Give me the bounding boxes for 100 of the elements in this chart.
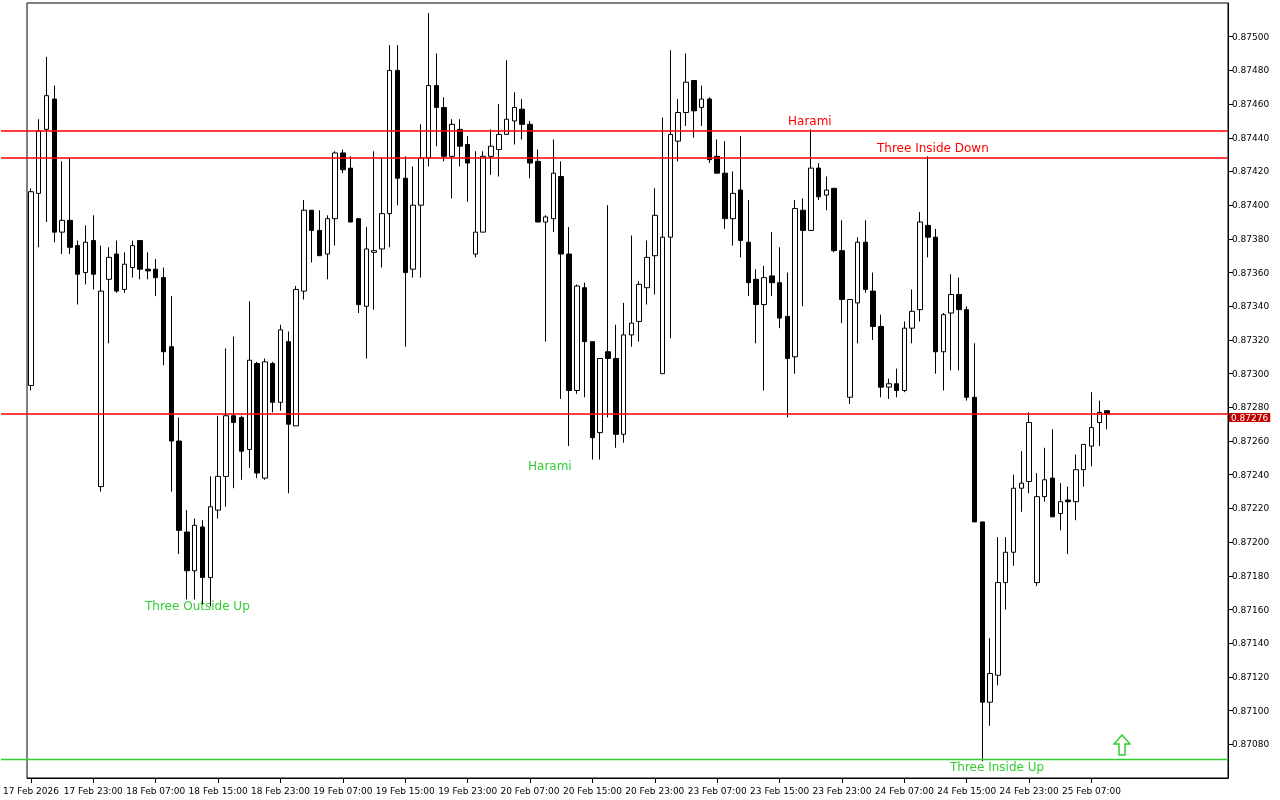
candlestick (418, 123, 424, 279)
candlestick (629, 235, 634, 348)
candlestick (348, 155, 353, 223)
candlestick (917, 211, 923, 322)
candlestick (410, 165, 416, 279)
candlestick (371, 150, 377, 311)
candlestick (239, 415, 244, 481)
y-tick-label: 0.87500 (1232, 31, 1270, 42)
y-tick-label: 0.87160 (1232, 604, 1270, 615)
x-tick-label: 25 Feb 07:00 (1062, 785, 1122, 796)
candlestick (98, 245, 104, 493)
candlestick (247, 300, 252, 469)
candlestick (605, 204, 611, 418)
candlestick (886, 378, 892, 400)
candlestick (153, 258, 158, 297)
candlestick (192, 518, 197, 600)
y-tick-label: 0.87080 (1232, 739, 1270, 750)
candlestick (325, 214, 330, 280)
candlestick (106, 246, 112, 344)
candlestick (1011, 474, 1016, 567)
candlestick (535, 149, 541, 223)
y-tick-label: 0.87300 (1232, 368, 1270, 379)
x-tick-label: 18 Feb 23:00 (250, 785, 311, 796)
candlestick (668, 49, 673, 339)
x-tick-label: 23 Feb 15:00 (750, 785, 810, 796)
candlestick (683, 53, 689, 127)
x-tick-label: 19 Feb 23:00 (438, 785, 498, 796)
candlestick (746, 199, 751, 297)
candlestick (169, 295, 174, 493)
candlestick (254, 361, 260, 479)
candlestick (722, 140, 728, 230)
candlestick (527, 120, 533, 179)
candlestick (566, 226, 572, 447)
candlestick (473, 150, 478, 258)
y-tick-label: 0.87180 (1232, 570, 1270, 581)
x-tick-label: 20 Feb 23:00 (625, 785, 685, 796)
candlestick (332, 150, 338, 247)
candlestick (597, 357, 603, 461)
y-tick-label: 0.87360 (1232, 267, 1270, 278)
candlestick (441, 96, 447, 162)
y-tick-label: 0.87240 (1232, 469, 1270, 480)
candlestick (317, 209, 322, 257)
candlestick (941, 312, 946, 391)
candlestick (613, 324, 619, 449)
y-tick-label: 0.87280 (1232, 402, 1270, 413)
candlestick (909, 288, 915, 344)
candlestick (496, 103, 502, 178)
y-tick-label: 0.87420 (1232, 166, 1270, 177)
candlestick (824, 176, 829, 211)
ref-line-label: 0.87276 (1231, 412, 1269, 423)
y-tick-label: 0.87400 (1232, 200, 1270, 211)
y-tick-label: 0.87120 (1232, 671, 1270, 682)
candlestick (691, 80, 697, 139)
candlestick (215, 415, 221, 520)
candlestick (270, 361, 275, 413)
y-tick-label: 0.87260 (1232, 436, 1270, 447)
candlestick (558, 160, 564, 400)
candlestick (52, 85, 57, 243)
candlestick (457, 118, 463, 167)
ref-line-label: Harami (788, 114, 832, 129)
candlestick (395, 44, 400, 206)
candlestick (44, 56, 49, 223)
candlestick (356, 218, 361, 314)
y-tick-label: 0.87100 (1232, 705, 1270, 716)
candlestick (1097, 400, 1102, 447)
y-tick-label: 0.87140 (1232, 638, 1270, 649)
candlestick (855, 236, 860, 344)
candlestick (1065, 486, 1071, 555)
candlestick (675, 98, 681, 162)
candlestick (816, 162, 821, 201)
candlestick (870, 272, 876, 341)
candlestick (1026, 411, 1032, 494)
x-tick-label: 24 Feb 15:00 (937, 785, 997, 796)
x-tick-label: 23 Feb 07:00 (687, 785, 747, 796)
candlestick (59, 160, 65, 255)
candlestick (36, 118, 41, 248)
candlestick (480, 150, 486, 233)
candlestick (800, 197, 806, 307)
candlestick (699, 85, 704, 127)
candlestick (1003, 536, 1008, 611)
y-tick-label: 0.87380 (1232, 233, 1270, 244)
candlestick (956, 277, 962, 371)
candlestick (176, 416, 182, 555)
candlestick (769, 231, 775, 297)
y-tick-label: 0.87440 (1232, 132, 1270, 143)
candlestick (933, 228, 938, 375)
candlestick (91, 214, 96, 290)
candlestick (1073, 454, 1079, 521)
y-tick-label: 0.87200 (1232, 537, 1270, 548)
candlestick (964, 305, 969, 402)
candlestick (137, 240, 143, 280)
candlestick (114, 240, 119, 294)
candlestick (1058, 482, 1063, 531)
candlestick (75, 240, 80, 306)
candlestick (83, 224, 88, 285)
candlestick (262, 357, 268, 481)
candlestick (223, 347, 229, 508)
candlestick (761, 265, 767, 391)
candlestick (1019, 450, 1024, 513)
ref-line-label: Three Inside Down (876, 141, 989, 155)
